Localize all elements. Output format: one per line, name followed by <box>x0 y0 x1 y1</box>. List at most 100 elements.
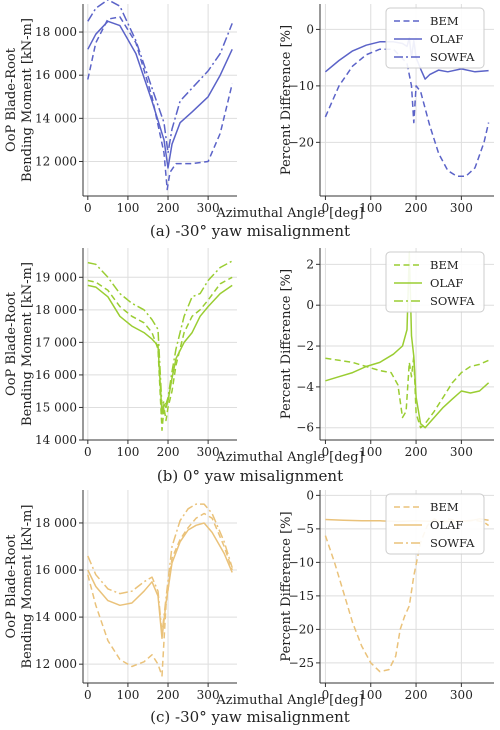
x-tick-label: 300 <box>450 445 473 459</box>
chart-b-moment: 0 100 200 300 14 000 15 000 16 000 17 000 18 000… <box>4 248 237 459</box>
legend: BEM OLAF SOWFA <box>385 7 485 69</box>
y-axis-label: Bending Moment [kN-m] <box>20 262 35 426</box>
y-tick-label: −4 <box>296 380 314 394</box>
chart-a-percent: 0 100 200 300 −20 −10 0 Percent Difference [%] B… <box>279 4 494 215</box>
legend-label: SOWFA <box>430 50 475 64</box>
x-tick-label: 300 <box>197 688 220 702</box>
chart-a-moment: 0 100 200 300 12 000 14 000 16 000 18 000 OoP Bl… <box>4 0 237 215</box>
x-tick-label: 0 <box>84 201 92 215</box>
legend-label: OLAF <box>430 518 463 532</box>
series-line-dashdot <box>87 503 233 635</box>
x-tick-label: 0 <box>84 445 92 459</box>
xlabel-a: Azimuthal Angle [deg] <box>215 206 363 221</box>
y-axis-label: OoP Blade-Root <box>4 291 19 396</box>
y-tick-label: 18 000 <box>35 303 77 317</box>
y-tick-label: 14 000 <box>35 610 77 624</box>
y-tick-label: 17 000 <box>35 335 77 349</box>
y-tick-label: 16 000 <box>35 68 77 82</box>
legend-box <box>385 7 485 69</box>
x-tick-label: 0 <box>322 688 330 702</box>
caption-a: (a) -30° yaw misalignment <box>150 222 350 240</box>
xlabel-b: Azimuthal Angle [deg] <box>215 450 363 465</box>
x-tick-label: 200 <box>405 201 428 215</box>
y-tick-label: 14 000 <box>35 433 77 447</box>
y-axis-label: OoP Blade-Root <box>4 47 19 152</box>
y-axis-label: Percent Difference [%] <box>279 269 294 419</box>
y-axis-label: OoP Blade-Root <box>4 534 19 639</box>
x-tick-label: 200 <box>157 445 180 459</box>
x-tick-label: 300 <box>197 445 220 459</box>
chart-b-percent: 0 100 200 300 −6 −4 −2 0 2 Percent Difference [%]… <box>279 248 494 459</box>
legend-label: BEM <box>430 258 459 272</box>
series-line-dashdot <box>87 0 233 154</box>
y-tick-label: −10 <box>289 79 314 93</box>
series-line-dashed <box>87 16 233 191</box>
y-tick-label: 16 000 <box>35 368 77 382</box>
legend-label: SOWFA <box>430 294 475 308</box>
legend-box <box>385 251 485 313</box>
series-line-dashed <box>325 355 489 429</box>
legend: BEM OLAF SOWFA <box>385 251 485 313</box>
legend-label: BEM <box>430 500 459 514</box>
caption-b: (b) 0° yaw misalignment <box>157 467 343 485</box>
y-tick-label: −15 <box>289 589 314 603</box>
x-tick-label: 0 <box>322 445 330 459</box>
legend-label: OLAF <box>430 32 463 46</box>
y-tick-label: −20 <box>289 622 314 636</box>
legend-label: OLAF <box>430 276 463 290</box>
y-tick-label: 15 000 <box>35 400 77 414</box>
x-tick-label: 100 <box>116 445 139 459</box>
x-tick-label: 300 <box>197 201 220 215</box>
y-tick-label: 18 000 <box>35 25 77 39</box>
y-tick-label: −25 <box>289 656 314 670</box>
x-tick-label: 100 <box>116 688 139 702</box>
x-tick-label: 200 <box>405 445 428 459</box>
x-tick-label: 300 <box>450 201 473 215</box>
y-tick-label: 0 <box>306 298 314 312</box>
y-tick-label: 12 000 <box>35 657 77 671</box>
y-tick-label: 19 000 <box>35 270 77 284</box>
x-tick-label: 100 <box>359 201 382 215</box>
x-tick-label: 100 <box>116 201 139 215</box>
legend-box <box>385 493 485 555</box>
y-tick-label: −10 <box>289 555 314 569</box>
y-tick-label: 16 000 <box>35 563 77 577</box>
y-tick-label: 0 <box>306 488 314 502</box>
series-line-solid <box>87 20 233 169</box>
y-axis-label: Bending Moment [kN-m] <box>20 18 35 182</box>
series-line-dashed <box>87 512 233 677</box>
y-tick-label: −6 <box>296 421 314 435</box>
y-tick-label: 12 000 <box>35 154 77 168</box>
x-tick-label: 200 <box>157 201 180 215</box>
y-tick-label: −5 <box>296 522 314 536</box>
chart-c-percent: 0 100 200 300 −25 −20 −15 −10 −5 0 Percent Differe… <box>279 488 494 702</box>
series-line-dashed <box>87 276 233 431</box>
y-tick-label: −20 <box>289 135 314 149</box>
x-tick-label: 200 <box>157 688 180 702</box>
series-line-dashdot <box>87 260 233 409</box>
legend: BEM OLAF SOWFA <box>385 493 485 555</box>
y-axis-label: Percent Difference [%] <box>279 25 294 175</box>
x-tick-label: 0 <box>322 201 330 215</box>
y-axis-label: Bending Moment [kN-m] <box>20 505 35 669</box>
legend-label: SOWFA <box>430 536 475 550</box>
series-line-solid <box>87 522 233 640</box>
y-tick-label: 14 000 <box>35 111 77 125</box>
y-tick-label: −2 <box>296 339 314 353</box>
x-tick-label: 0 <box>84 688 92 702</box>
series-line-dashed <box>324 48 490 177</box>
chart-c-moment: 0 100 200 300 12 000 14 000 16 000 18 000 OoP Bl… <box>4 490 237 702</box>
y-tick-label: 2 <box>306 257 314 271</box>
xlabel-c: Azimuthal Angle [deg] <box>215 693 363 708</box>
series-line-solid <box>325 251 490 429</box>
x-tick-label: 200 <box>405 688 428 702</box>
y-tick-label: 0 <box>306 22 314 36</box>
x-tick-label: 300 <box>450 688 473 702</box>
y-tick-label: 18 000 <box>35 516 77 530</box>
legend-label: BEM <box>430 14 459 28</box>
x-tick-label: 100 <box>359 445 382 459</box>
x-tick-label: 100 <box>359 688 382 702</box>
series-line-solid <box>87 284 233 415</box>
y-axis-label: Percent Difference [%] <box>279 511 294 661</box>
